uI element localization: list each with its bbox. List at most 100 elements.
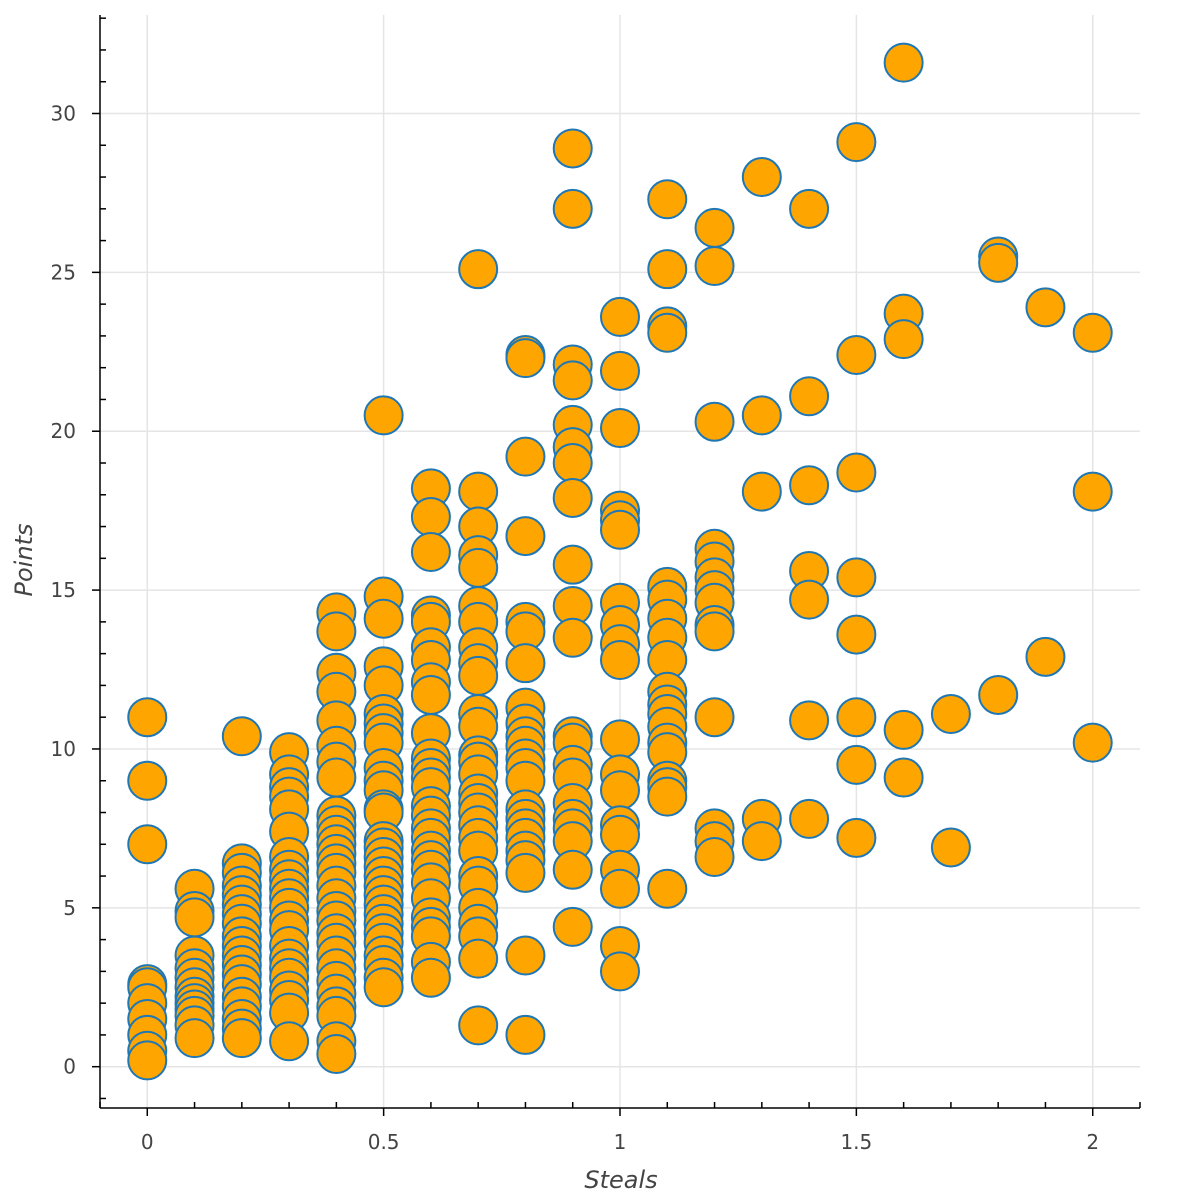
data-point <box>883 319 924 360</box>
data-point <box>647 776 688 817</box>
data-point <box>836 557 877 598</box>
data-point <box>883 709 924 750</box>
data-point <box>552 443 593 484</box>
data-points <box>127 42 1113 1081</box>
data-point <box>694 836 735 877</box>
data-point <box>978 674 1019 715</box>
data-point <box>221 716 262 757</box>
data-point <box>221 1018 262 1059</box>
data-point <box>410 674 451 715</box>
data-point <box>600 868 640 909</box>
data-point <box>127 760 168 801</box>
data-point <box>647 868 688 909</box>
data-point <box>600 509 640 550</box>
data-point <box>694 207 735 248</box>
data-point <box>363 395 404 436</box>
y-tick-label: 20 <box>51 419 76 443</box>
data-point <box>883 757 924 798</box>
x-tick-label: 1 <box>614 1130 627 1154</box>
data-point <box>505 1014 546 1055</box>
data-point <box>789 465 830 506</box>
data-point <box>316 757 357 798</box>
data-point <box>789 188 830 229</box>
data-point <box>458 547 499 588</box>
data-point <box>552 128 593 169</box>
data-point <box>174 1018 215 1059</box>
data-point <box>127 697 168 738</box>
data-point <box>600 408 640 449</box>
data-point <box>1072 722 1113 763</box>
data-point <box>789 700 830 741</box>
data-point <box>741 157 782 198</box>
data-point <box>458 471 499 512</box>
x-tick-label: 1.5 <box>840 1130 872 1154</box>
data-point <box>1025 287 1066 328</box>
data-point <box>789 579 830 620</box>
data-point <box>505 338 546 379</box>
data-point <box>741 471 782 512</box>
y-tick-label: 15 <box>51 578 76 602</box>
data-point <box>883 42 924 83</box>
data-point <box>600 770 640 811</box>
x-tick-label: 2 <box>1086 1130 1099 1154</box>
x-tick-label: 0.5 <box>368 1130 400 1154</box>
data-point <box>789 798 830 839</box>
data-point <box>647 249 688 290</box>
data-point <box>505 852 546 893</box>
data-point <box>552 360 593 401</box>
data-point <box>410 497 451 538</box>
data-point <box>600 639 640 680</box>
data-point <box>505 643 546 684</box>
data-point <box>458 249 499 290</box>
data-point <box>552 544 593 585</box>
data-point <box>552 188 593 229</box>
data-point <box>836 452 877 493</box>
y-tick-label: 30 <box>51 101 76 125</box>
data-point <box>127 824 168 865</box>
data-point <box>505 516 546 557</box>
data-point <box>316 611 357 652</box>
data-point <box>1072 312 1113 353</box>
data-point <box>600 296 640 337</box>
data-point <box>836 614 877 655</box>
data-point <box>552 477 593 518</box>
data-point <box>127 1040 168 1081</box>
data-point <box>505 935 546 976</box>
data-point <box>694 246 735 287</box>
data-point <box>836 334 877 375</box>
data-point <box>647 179 688 220</box>
data-point <box>552 617 593 658</box>
data-point <box>836 697 877 738</box>
data-point <box>694 401 735 442</box>
data-point <box>552 906 593 947</box>
data-point <box>694 611 735 652</box>
data-point <box>458 655 499 696</box>
data-point <box>600 951 640 992</box>
data-point <box>694 697 735 738</box>
data-point <box>552 849 593 890</box>
data-point <box>316 1033 357 1074</box>
y-tick-label: 5 <box>63 896 76 920</box>
y-tick-label: 10 <box>51 737 76 761</box>
axes: 0 5 10 15 20 25 30 0 0.5 1 1.5 2 <box>51 15 1141 1154</box>
data-point <box>741 821 782 862</box>
data-point <box>174 897 215 938</box>
data-point <box>363 598 404 639</box>
data-point <box>1025 636 1066 677</box>
y-tick-label: 0 <box>63 1055 76 1079</box>
data-point <box>741 395 782 436</box>
data-point <box>930 694 971 735</box>
data-point <box>647 312 688 353</box>
data-point <box>600 350 640 391</box>
data-point <box>789 376 830 417</box>
data-point <box>410 531 451 572</box>
x-tick-label: 0 <box>141 1130 154 1154</box>
data-point <box>836 817 877 858</box>
data-point <box>978 242 1019 283</box>
data-point <box>930 827 971 868</box>
y-axis-title: Points <box>10 524 38 597</box>
y-tick-label: 25 <box>51 260 76 284</box>
data-point <box>836 744 877 785</box>
data-point <box>836 122 877 163</box>
